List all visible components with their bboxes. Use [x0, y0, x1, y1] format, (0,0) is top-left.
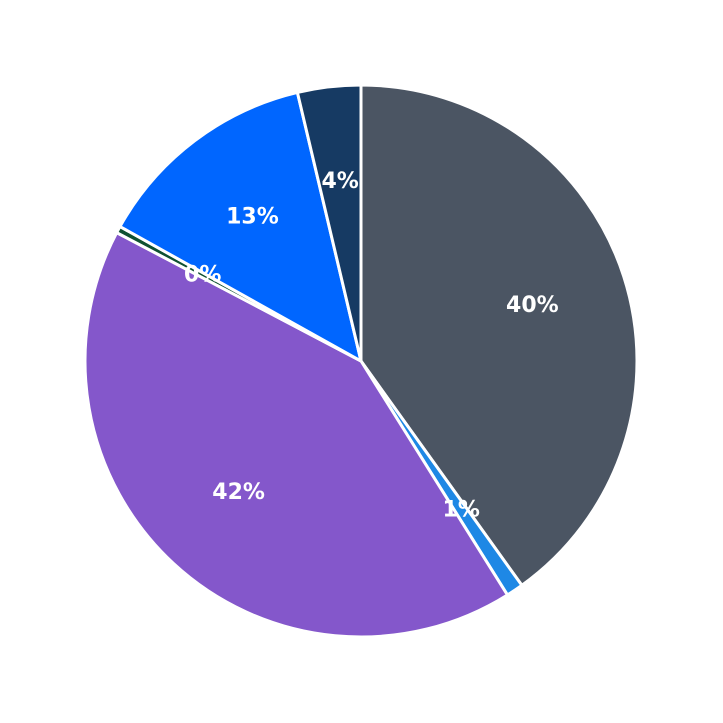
pie-slice [118, 90, 363, 363]
pie-slice [295, 83, 363, 363]
data-label: 0% [184, 262, 221, 287]
data-label: 42% [212, 480, 265, 505]
data-label: 13% [226, 204, 279, 229]
pie-slice [83, 231, 509, 639]
data-label: 4% [321, 169, 358, 194]
data-label: 40% [506, 293, 559, 318]
data-label: 1% [443, 498, 480, 523]
pie-slice [359, 83, 639, 587]
